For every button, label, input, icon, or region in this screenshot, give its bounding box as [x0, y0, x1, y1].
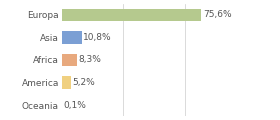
Text: 5,2%: 5,2% [73, 78, 95, 87]
Bar [62, 54, 77, 66]
Text: 0,1%: 0,1% [63, 101, 86, 110]
Text: 10,8%: 10,8% [83, 33, 112, 42]
Text: 75,6%: 75,6% [203, 10, 231, 19]
Bar [62, 9, 201, 21]
Bar [62, 76, 71, 89]
Text: 8,3%: 8,3% [78, 55, 101, 64]
Bar [62, 31, 81, 44]
